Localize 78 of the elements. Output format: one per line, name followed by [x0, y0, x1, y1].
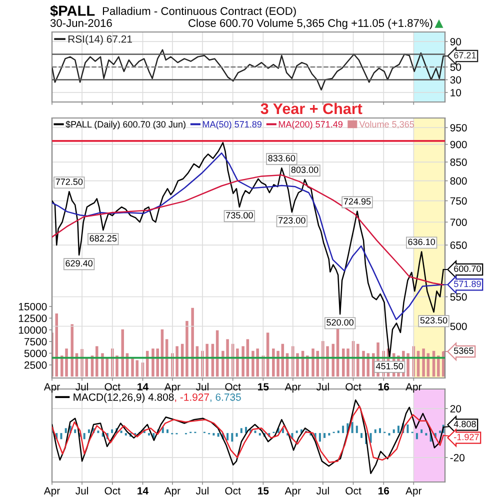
y-tick-label: 900	[450, 140, 467, 148]
annotation: 724.95	[344, 198, 371, 205]
annotation: 682.25	[90, 235, 117, 242]
y-tick-label: 700	[450, 218, 467, 226]
y-tick-label: -20	[450, 454, 465, 462]
y-tick-label: 30	[450, 76, 462, 84]
data-label: 600.70	[454, 265, 481, 272]
legend-label: MA(200) 571.49	[278, 120, 342, 130]
text: , 6.735	[210, 393, 241, 402]
x-tick-label: Oct	[104, 383, 120, 391]
x-tick-label: Oct	[225, 487, 241, 495]
y-tick-label: 950	[450, 124, 467, 132]
x-tick-label: Apr	[284, 383, 301, 393]
y2-tick-label: 15000	[18, 302, 47, 310]
y-tick-label: 550	[450, 293, 467, 301]
x-tick-label: Apr	[164, 487, 180, 497]
x-tick-label: 14	[138, 487, 148, 494]
x-tick-label: 16	[378, 487, 390, 495]
x-tick-label: Jul	[196, 486, 208, 495]
x-tick-label: Jul	[316, 486, 329, 495]
y-tick-label: 850	[450, 158, 467, 166]
y2-tick-label: 10000	[18, 326, 47, 334]
legend-label: Volume 5,365	[359, 120, 414, 129]
legend-label: $PALL (Daily) 600.70 (30 Jun)	[66, 120, 186, 130]
y2-tick-label: 2500	[24, 361, 47, 369]
text: 3 Year + Chart	[260, 102, 362, 114]
annotation: 636.10	[408, 238, 436, 246]
x-tick-label: Jul	[76, 382, 88, 391]
annotation: 451.50	[376, 362, 404, 370]
annotation: 735.00	[226, 212, 253, 219]
data-label: 571.89	[454, 280, 481, 288]
legend-label: MACD(12,26,9) 4.808	[74, 393, 174, 403]
x-tick-label: Oct	[346, 487, 362, 495]
y2-tick-label: 7500	[24, 338, 47, 346]
y-tick-label: 20	[450, 405, 462, 412]
y-tick-label: 650	[450, 242, 467, 249]
y2-tick-label: 5000	[24, 350, 47, 358]
y-tick-label: 50	[450, 64, 462, 71]
x-tick-label: 15	[258, 383, 269, 391]
x-tick-label: 15	[258, 487, 269, 495]
annotation: 772.50	[56, 178, 83, 185]
text: Close 600.70 Volume 5,365 Chg +11.05 (+1.87%)	[188, 18, 432, 30]
chart-subtitle: Palladium - Continuous Contract (EOD)	[102, 6, 296, 18]
x-tick-label: Apr	[164, 383, 180, 393]
data-label: -1.927	[454, 434, 479, 440]
data-label: 5365	[454, 348, 474, 354]
x-tick-label: Oct	[104, 487, 120, 495]
x-tick-label: Jul	[196, 382, 208, 391]
x-tick-label: Jul	[76, 486, 88, 495]
annotation: 833.60	[268, 155, 296, 162]
x-tick-label: Oct	[225, 383, 241, 391]
chart-title: $PALL	[50, 4, 95, 17]
y-tick-label: 800	[450, 177, 467, 185]
legend-label: RSI(14) 67.21	[68, 35, 132, 45]
series-label: , -1.927	[175, 393, 209, 402]
y-tick-label: 500	[450, 322, 467, 330]
annotation: 723.00	[278, 217, 306, 224]
legend-label: MA(50) 571.89	[202, 120, 262, 130]
x-tick-label: Apr	[44, 487, 60, 497]
annotation: 520.00	[326, 319, 354, 326]
data-label: 67.21	[454, 52, 476, 58]
y-tick-label: 750	[450, 197, 467, 205]
annotation: 523.50	[420, 317, 448, 324]
x-tick-label: Apr	[284, 487, 301, 497]
text: 30-Jun-2016	[50, 19, 112, 27]
y2-tick-label: 12500	[18, 314, 47, 322]
y-tick-label: 10	[450, 88, 462, 96]
data-label: 4.808	[454, 420, 476, 428]
x-tick-label: 16	[378, 383, 390, 391]
annotation: 629.40	[66, 260, 93, 267]
x-tick-label: Jul	[316, 382, 329, 391]
x-tick-label: Apr	[406, 383, 422, 393]
x-tick-label: Oct	[346, 383, 362, 391]
x-tick-label: Apr	[44, 383, 60, 393]
x-tick-label: 14	[138, 383, 148, 390]
y-tick-label: 90	[450, 38, 462, 46]
annotation: 803.00	[291, 166, 318, 173]
x-tick-label: Apr	[406, 487, 422, 497]
